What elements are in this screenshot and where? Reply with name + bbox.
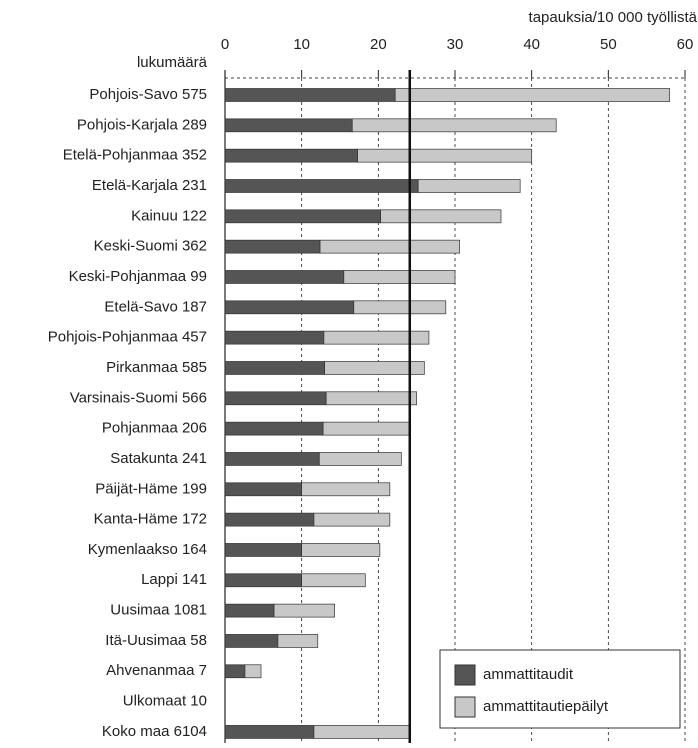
bar-segment <box>224 634 279 648</box>
bar-segment <box>322 421 411 436</box>
category-label: Koko maa 6104 <box>102 723 207 740</box>
x-axis-label: tapauksia/10 000 työllistä <box>529 9 698 26</box>
bar-segment <box>224 573 303 588</box>
x-tick-label: 30 <box>447 36 464 53</box>
category-label: Kanta-Häme 172 <box>94 511 207 528</box>
category-label: Pohjois-Pohjanmaa 457 <box>48 329 207 346</box>
bar-segment <box>325 391 418 406</box>
bar-segment <box>313 725 411 739</box>
category-label: Kainuu 122 <box>131 207 207 224</box>
bar-segment <box>224 361 326 375</box>
category-label: Pohjois-Savo 575 <box>89 86 207 103</box>
category-label: Etelä-Karjala 231 <box>92 177 207 194</box>
bar-segment <box>224 391 327 406</box>
category-label: Pohjois-Karjala 289 <box>77 116 207 133</box>
bar-segment <box>224 209 381 224</box>
bar-segment <box>313 512 391 527</box>
bar-segment <box>224 603 275 618</box>
category-label: Ulkomaat 10 <box>123 693 207 710</box>
bar-segment <box>224 512 315 527</box>
bar-segment <box>224 300 355 315</box>
bar-segment <box>224 664 246 679</box>
bar-segment <box>301 573 366 588</box>
category-label: Satakunta 241 <box>110 450 207 467</box>
legend-label: ammattitautiepäilyt <box>483 698 609 715</box>
category-label: Keski-Suomi 362 <box>94 238 207 255</box>
x-tick-label: 60 <box>677 36 694 53</box>
bar-segment <box>224 239 321 254</box>
category-label: Itä-Uusimaa 58 <box>105 632 207 649</box>
bar-segment <box>380 209 502 224</box>
bar-segment <box>324 361 425 375</box>
bar-segment <box>323 330 430 345</box>
category-label: Lappi 141 <box>141 571 207 588</box>
bar-segment <box>301 543 381 557</box>
category-label: Etelä-Savo 187 <box>104 298 207 315</box>
bar-segment <box>224 543 303 557</box>
category-label: Kymenlaakso 164 <box>88 541 207 558</box>
category-label: Ahvenanmaa 7 <box>106 662 207 679</box>
category-label: Päijät-Häme 199 <box>95 480 207 497</box>
x-tick-label: 10 <box>293 36 310 53</box>
bar-segment <box>273 603 335 618</box>
bar-segment <box>224 482 303 497</box>
bar-segment <box>394 88 671 102</box>
x-tick-label: 0 <box>221 36 229 53</box>
x-tick-label: 50 <box>600 36 617 53</box>
category-label: Keski-Pohjanmaa 99 <box>69 268 207 285</box>
bar-segment <box>319 239 460 254</box>
bar-segment <box>224 452 320 466</box>
x-tick-label: 40 <box>523 36 540 53</box>
category-axis-label: lukumäärä <box>137 54 208 71</box>
bar-segment <box>224 88 396 102</box>
bar-segment <box>301 482 391 497</box>
bar-segment <box>343 270 456 284</box>
bar-segment <box>224 725 315 739</box>
bar-segment <box>353 300 447 315</box>
bar-segment <box>277 634 319 648</box>
bar-segment <box>244 664 262 679</box>
bar-segment <box>318 452 402 466</box>
legend-swatch <box>454 696 476 718</box>
category-label: Pohjanmaa 206 <box>102 420 207 437</box>
bar-segment <box>417 179 521 193</box>
bar-segment <box>357 148 533 163</box>
category-label: Etelä-Pohjanmaa 352 <box>63 147 207 164</box>
bar-segment <box>224 421 324 436</box>
bar-segment <box>224 330 325 345</box>
category-label: Varsinais-Suomi 566 <box>70 389 207 406</box>
bar-segment <box>224 118 353 133</box>
legend-swatch <box>454 664 476 686</box>
x-tick-label: 20 <box>370 36 387 53</box>
bar-segment <box>224 179 419 193</box>
bar-segment <box>224 270 345 284</box>
legend-label: ammattitaudit <box>483 666 574 683</box>
category-label: Uusimaa 1081 <box>110 602 207 619</box>
bar-segment <box>224 148 358 163</box>
category-label: Pirkanmaa 585 <box>106 359 207 376</box>
bar-segment <box>351 118 557 133</box>
legend-box <box>439 649 681 729</box>
